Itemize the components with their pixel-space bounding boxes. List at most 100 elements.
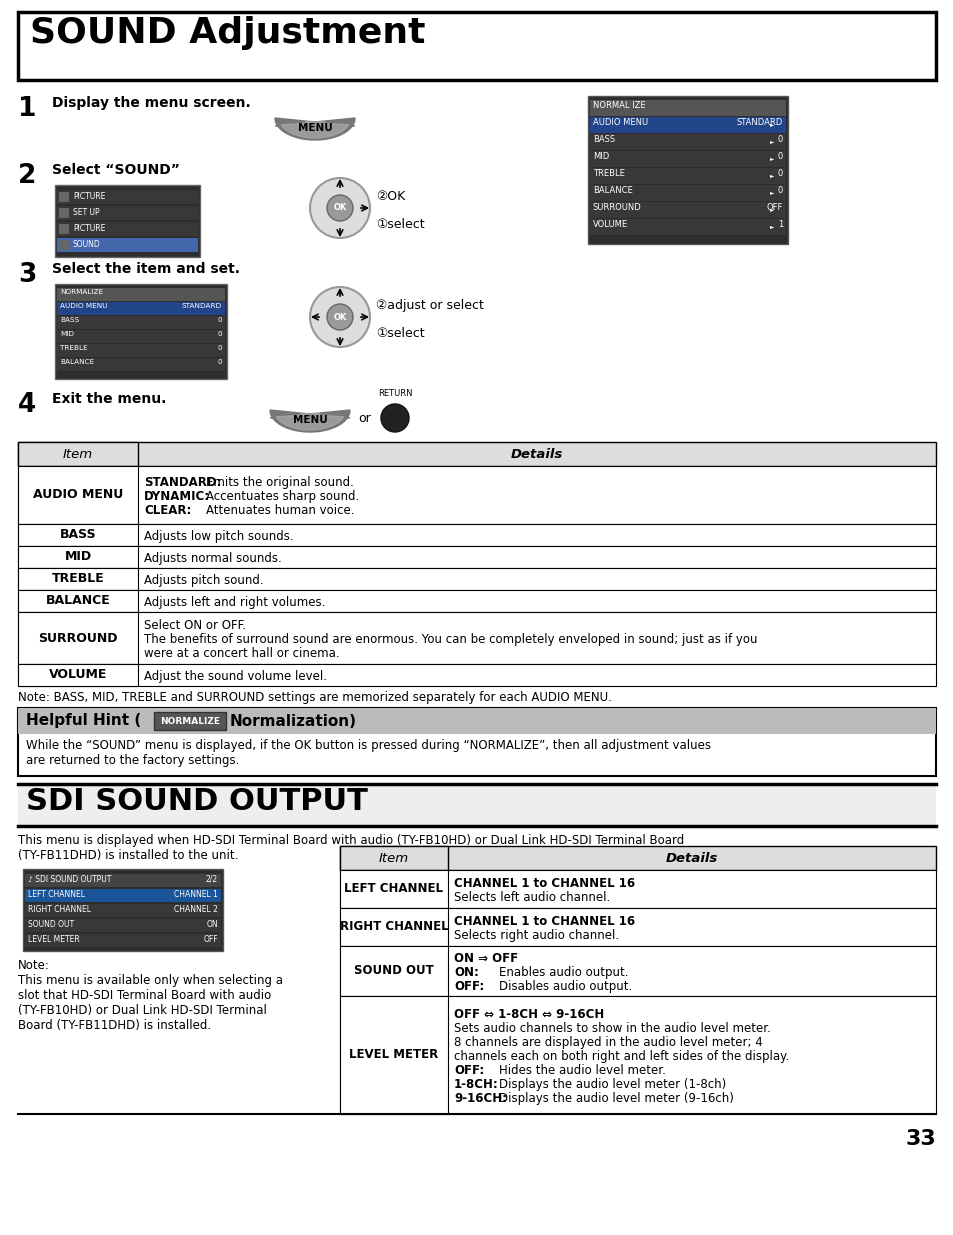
- Text: BALANCE: BALANCE: [60, 359, 94, 366]
- FancyBboxPatch shape: [59, 240, 69, 249]
- Text: ►: ►: [769, 140, 774, 144]
- Text: TREBLE: TREBLE: [60, 345, 88, 351]
- FancyBboxPatch shape: [339, 846, 935, 869]
- Text: OK: OK: [333, 204, 346, 212]
- Text: STANDARD:: STANDARD:: [144, 475, 221, 489]
- Text: ►: ►: [769, 173, 774, 179]
- Text: 4: 4: [18, 391, 36, 417]
- Text: CLEAR:: CLEAR:: [144, 504, 192, 517]
- Text: STANDARD: STANDARD: [182, 303, 222, 309]
- FancyBboxPatch shape: [589, 168, 785, 184]
- Text: LEFT CHANNEL: LEFT CHANNEL: [344, 883, 443, 895]
- Text: Exit the menu.: Exit the menu.: [52, 391, 166, 406]
- Circle shape: [310, 287, 370, 347]
- FancyBboxPatch shape: [18, 546, 138, 568]
- Text: TREBLE: TREBLE: [51, 573, 104, 585]
- FancyBboxPatch shape: [25, 904, 221, 918]
- Text: CHANNEL 1: CHANNEL 1: [174, 890, 218, 899]
- FancyBboxPatch shape: [59, 224, 69, 233]
- FancyBboxPatch shape: [339, 908, 448, 946]
- Text: OFF:: OFF:: [454, 1065, 484, 1077]
- Text: LEFT CHANNEL: LEFT CHANNEL: [28, 890, 85, 899]
- Text: Displays the audio level meter (9-16ch): Displays the audio level meter (9-16ch): [498, 1092, 733, 1105]
- FancyBboxPatch shape: [18, 664, 935, 685]
- Circle shape: [310, 178, 370, 238]
- Text: Adjust the sound volume level.: Adjust the sound volume level.: [144, 671, 327, 683]
- Text: AUDIO MENU: AUDIO MENU: [60, 303, 108, 309]
- Text: ►: ►: [769, 225, 774, 230]
- FancyBboxPatch shape: [18, 568, 935, 590]
- Text: Sets audio channels to show in the audio level meter.: Sets audio channels to show in the audio…: [454, 1023, 770, 1035]
- Text: Selects right audio channel.: Selects right audio channel.: [454, 929, 618, 942]
- Text: ON:: ON:: [454, 966, 478, 979]
- Text: CHANNEL 1 to CHANNEL 16: CHANNEL 1 to CHANNEL 16: [454, 877, 635, 890]
- Text: SOUND: SOUND: [73, 240, 101, 249]
- Text: ①select: ①select: [375, 219, 424, 231]
- FancyBboxPatch shape: [57, 288, 225, 301]
- Text: AUDIO MENU: AUDIO MENU: [32, 489, 123, 501]
- FancyBboxPatch shape: [57, 190, 198, 204]
- Text: SOUND Adjustment: SOUND Adjustment: [30, 16, 425, 49]
- Polygon shape: [281, 122, 349, 138]
- Text: Details: Details: [511, 447, 562, 461]
- FancyBboxPatch shape: [339, 908, 935, 946]
- Polygon shape: [275, 414, 343, 430]
- FancyBboxPatch shape: [339, 946, 448, 995]
- FancyBboxPatch shape: [57, 358, 225, 370]
- Text: Adjusts pitch sound.: Adjusts pitch sound.: [144, 574, 263, 587]
- Text: SOUND OUT: SOUND OUT: [28, 920, 74, 929]
- Text: 0: 0: [217, 359, 222, 366]
- Text: Select the item and set.: Select the item and set.: [52, 262, 240, 275]
- Text: Emits the original sound.: Emits the original sound.: [206, 475, 354, 489]
- Text: RIGHT CHANNEL: RIGHT CHANNEL: [28, 905, 91, 914]
- Text: 33: 33: [904, 1129, 935, 1149]
- FancyBboxPatch shape: [18, 524, 935, 546]
- FancyBboxPatch shape: [57, 238, 198, 252]
- FancyBboxPatch shape: [57, 222, 198, 236]
- FancyBboxPatch shape: [587, 96, 787, 245]
- FancyBboxPatch shape: [339, 995, 935, 1114]
- Text: Selects left audio channel.: Selects left audio channel.: [454, 890, 610, 904]
- Text: channels each on both right and left sides of the display.: channels each on both right and left sid…: [454, 1050, 788, 1063]
- FancyBboxPatch shape: [18, 708, 935, 776]
- FancyBboxPatch shape: [339, 995, 448, 1114]
- FancyBboxPatch shape: [57, 316, 225, 329]
- Text: BALANCE: BALANCE: [593, 186, 632, 195]
- Text: SOUND OUT: SOUND OUT: [354, 965, 434, 977]
- Text: 0: 0: [777, 186, 782, 195]
- FancyBboxPatch shape: [589, 100, 785, 116]
- Text: STANDARD: STANDARD: [736, 119, 782, 127]
- Text: 1: 1: [18, 96, 36, 122]
- Text: Helpful Hint (: Helpful Hint (: [26, 714, 141, 729]
- Text: SURROUND: SURROUND: [38, 631, 117, 645]
- Text: Adjusts left and right volumes.: Adjusts left and right volumes.: [144, 597, 325, 609]
- FancyBboxPatch shape: [589, 203, 785, 219]
- FancyBboxPatch shape: [18, 664, 138, 685]
- Text: Disables audio output.: Disables audio output.: [498, 981, 632, 993]
- Text: This menu is displayed when HD-SDI Terminal Board with audio (TY-FB10HD) or Dual: This menu is displayed when HD-SDI Termi…: [18, 834, 683, 862]
- FancyBboxPatch shape: [589, 117, 785, 133]
- Circle shape: [327, 304, 353, 330]
- FancyBboxPatch shape: [18, 613, 138, 664]
- FancyBboxPatch shape: [589, 135, 785, 149]
- Text: Accentuates sharp sound.: Accentuates sharp sound.: [206, 490, 359, 503]
- FancyBboxPatch shape: [57, 206, 198, 220]
- FancyBboxPatch shape: [55, 185, 200, 257]
- Text: MENU: MENU: [297, 124, 332, 133]
- FancyBboxPatch shape: [589, 151, 785, 167]
- FancyBboxPatch shape: [339, 946, 935, 995]
- FancyBboxPatch shape: [57, 330, 225, 343]
- Text: Attenuates human voice.: Attenuates human voice.: [206, 504, 355, 517]
- FancyBboxPatch shape: [589, 219, 785, 235]
- FancyBboxPatch shape: [57, 303, 225, 315]
- Text: DYNAMIC:: DYNAMIC:: [144, 490, 210, 503]
- Text: Adjusts low pitch sounds.: Adjusts low pitch sounds.: [144, 530, 294, 543]
- Text: RETURN: RETURN: [377, 389, 412, 398]
- Text: CHANNEL 2: CHANNEL 2: [174, 905, 218, 914]
- Text: NORMALIZE: NORMALIZE: [160, 716, 220, 725]
- FancyBboxPatch shape: [589, 185, 785, 201]
- Text: 0: 0: [777, 169, 782, 178]
- Text: 0: 0: [777, 135, 782, 144]
- FancyBboxPatch shape: [339, 869, 448, 908]
- Text: The benefits of surround sound are enormous. You can be completely enveloped in : The benefits of surround sound are enorm…: [144, 634, 757, 646]
